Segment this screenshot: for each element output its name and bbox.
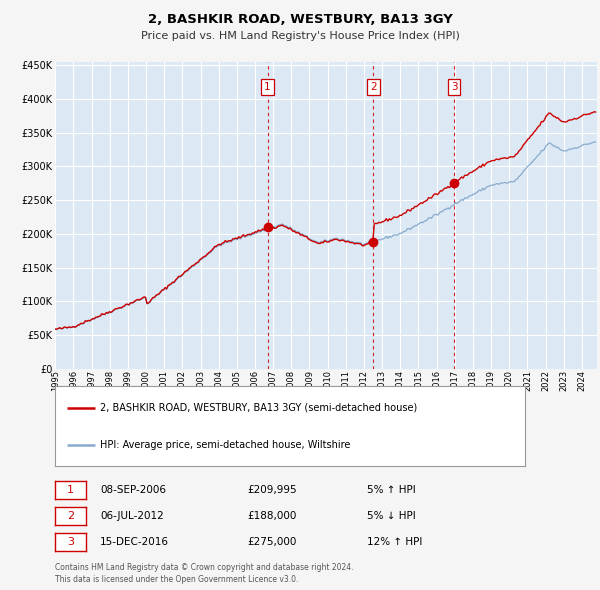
Text: 2, BASHKIR ROAD, WESTBURY, BA13 3GY (semi-detached house): 2, BASHKIR ROAD, WESTBURY, BA13 3GY (sem… — [100, 403, 417, 413]
Text: 1: 1 — [67, 485, 74, 495]
Text: 5% ↑ HPI: 5% ↑ HPI — [367, 485, 416, 495]
Text: 2: 2 — [370, 82, 377, 92]
Text: 3: 3 — [451, 82, 457, 92]
Text: 2, BASHKIR ROAD, WESTBURY, BA13 3GY: 2, BASHKIR ROAD, WESTBURY, BA13 3GY — [148, 13, 452, 26]
Text: 12% ↑ HPI: 12% ↑ HPI — [367, 537, 422, 547]
Text: 08-SEP-2006: 08-SEP-2006 — [100, 485, 166, 495]
Text: 5% ↓ HPI: 5% ↓ HPI — [367, 511, 416, 521]
Text: £275,000: £275,000 — [247, 537, 296, 547]
Text: £209,995: £209,995 — [247, 485, 297, 495]
Text: This data is licensed under the Open Government Licence v3.0.: This data is licensed under the Open Gov… — [55, 575, 299, 584]
Text: Price paid vs. HM Land Registry's House Price Index (HPI): Price paid vs. HM Land Registry's House … — [140, 31, 460, 41]
Text: £188,000: £188,000 — [247, 511, 296, 521]
Text: 3: 3 — [67, 537, 74, 547]
Text: 1: 1 — [264, 82, 271, 92]
Text: 06-JUL-2012: 06-JUL-2012 — [100, 511, 164, 521]
Text: Contains HM Land Registry data © Crown copyright and database right 2024.: Contains HM Land Registry data © Crown c… — [55, 563, 354, 572]
Text: 2: 2 — [67, 511, 74, 521]
Text: HPI: Average price, semi-detached house, Wiltshire: HPI: Average price, semi-detached house,… — [100, 440, 350, 450]
Text: 15-DEC-2016: 15-DEC-2016 — [100, 537, 169, 547]
